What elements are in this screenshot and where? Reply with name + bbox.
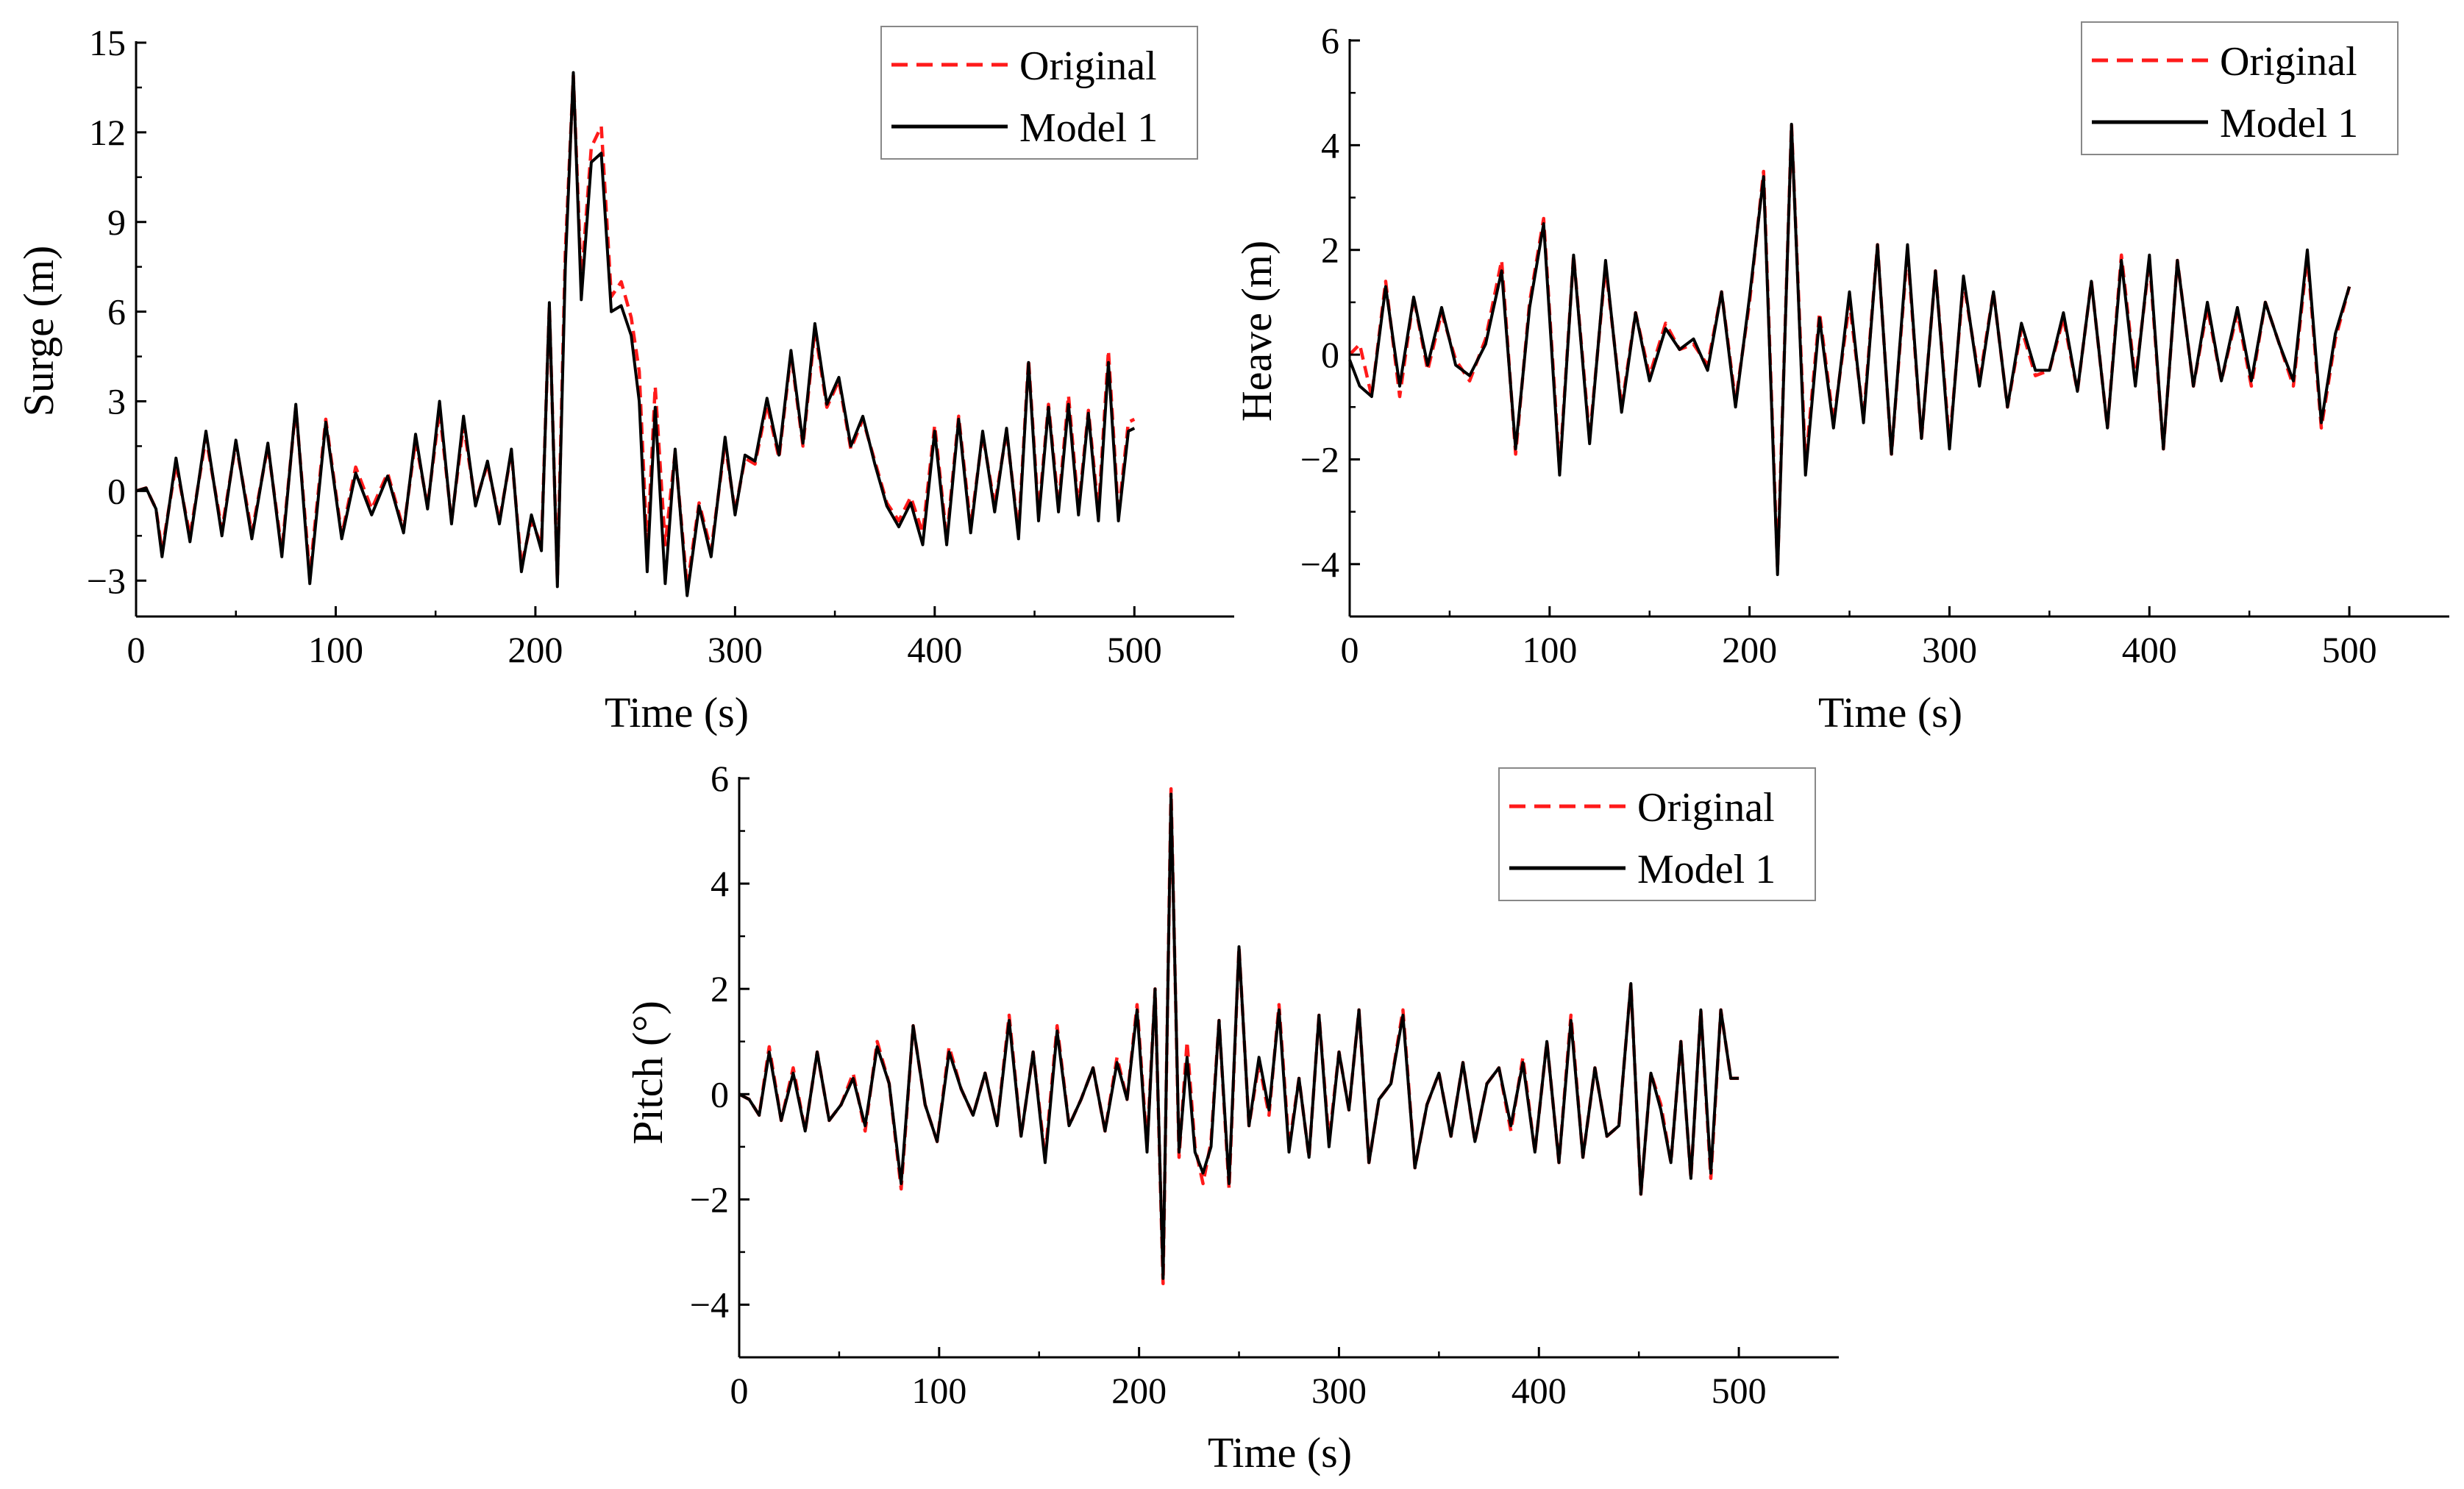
surge-y-tick-label: 15: [89, 22, 126, 63]
heave-x-tick-label: 200: [1722, 629, 1777, 670]
heave-x-tick-label: 100: [1522, 629, 1577, 670]
heave-axes: 0 100 200 300 400 500 −4 −2 0 2 4 6: [1300, 20, 2449, 670]
pitch-legend-original-label: Original: [1637, 785, 1775, 831]
surge-y-tick-label: 0: [107, 470, 126, 511]
pitch-y-tick-label: −2: [690, 1179, 729, 1220]
pitch-x-tick-label: 200: [1111, 1370, 1167, 1411]
heave-x-tick-label: 400: [2122, 629, 2177, 670]
surge-y-tick-label: 9: [107, 202, 126, 243]
heave-x-tick-label: 300: [1922, 629, 1977, 670]
heave-legend-original-label: Original: [2220, 39, 2357, 85]
surge-x-tick-label: 300: [708, 629, 763, 670]
pitch-legend: Original Model 1: [1498, 767, 1816, 901]
pitch-axes: 0 100 200 300 400 500 −4 −2 0 2 4 6: [690, 758, 1839, 1411]
heave-x-tick-label: 500: [2322, 629, 2377, 670]
heave-y-tick-label: −4: [1300, 544, 1339, 585]
pitch-x-tick-label: 100: [911, 1370, 966, 1411]
heave-chart: 0 100 200 300 400 500 −4 −2 0 2 4 6 Time (s) Heave …: [1233, 20, 2449, 736]
pitch-y-tick-label: −4: [690, 1284, 729, 1325]
surge-legend-original-label: Original: [1019, 43, 1157, 89]
heave-y-axis-title: Heave (m): [1233, 241, 1281, 422]
surge-x-tick-label: 100: [308, 629, 363, 670]
heave-y-tick-label: 0: [1321, 334, 1339, 375]
pitch-x-axis-title: Time (s): [1208, 1429, 1352, 1476]
surge-x-tick-label: 200: [508, 629, 563, 670]
pitch-legend-box: [1498, 767, 1816, 901]
heave-x-tick-label: 0: [1341, 629, 1359, 670]
surge-x-tick-label: 500: [1107, 629, 1162, 670]
pitch-x-tick-label: 300: [1311, 1370, 1367, 1411]
pitch-y-tick-label: 6: [711, 758, 729, 799]
pitch-y-tick-label: 0: [711, 1073, 729, 1115]
heave-legend-box: [2081, 21, 2399, 155]
heave-y-tick-label: 4: [1321, 124, 1339, 166]
pitch-y-tick-label: 2: [711, 968, 729, 1009]
heave-y-tick-label: 2: [1321, 230, 1339, 271]
surge-model-line: [135, 71, 1136, 597]
pitch-x-tick-label: 400: [1511, 1370, 1567, 1411]
surge-y-tick-label: −3: [87, 560, 126, 601]
pitch-series: [738, 787, 1740, 1286]
surge-legend-box: [880, 26, 1198, 160]
surge-x-tick-label: 400: [907, 629, 962, 670]
surge-y-axis-title: Surge (m): [15, 246, 63, 417]
pitch-legend-model-label: Model 1: [1637, 847, 1776, 892]
surge-y-tick-label: 12: [89, 112, 126, 153]
pitch-chart: 0 100 200 300 400 500 −4 −2 0 2 4 6 Time (s) Pitch …: [624, 758, 1839, 1476]
surge-x-axis-title: Time (s): [605, 689, 749, 736]
heave-legend: Original Model 1: [2081, 21, 2399, 155]
heave-y-tick-label: 6: [1321, 20, 1339, 61]
surge-y-tick-label: 6: [107, 291, 126, 333]
surge-x-tick-label: 0: [127, 629, 146, 670]
surge-y-tick-label: 3: [107, 381, 126, 422]
surge-series: [135, 71, 1136, 597]
pitch-x-tick-label: 500: [1712, 1370, 1767, 1411]
heave-y-tick-label: −2: [1300, 438, 1339, 480]
heave-series: [1348, 122, 2351, 577]
heave-legend-model-label: Model 1: [2220, 101, 2358, 146]
pitch-y-tick-label: 4: [711, 863, 729, 904]
pitch-x-tick-label: 0: [730, 1370, 749, 1411]
surge-legend-model-label: Model 1: [1019, 105, 1158, 151]
pitch-model-line: [738, 792, 1740, 1280]
pitch-y-axis-title: Pitch (°): [624, 1001, 672, 1145]
heave-x-axis-title: Time (s): [1818, 689, 1962, 736]
surge-legend: Original Model 1: [880, 26, 1198, 160]
heave-model-line: [1348, 122, 2351, 577]
